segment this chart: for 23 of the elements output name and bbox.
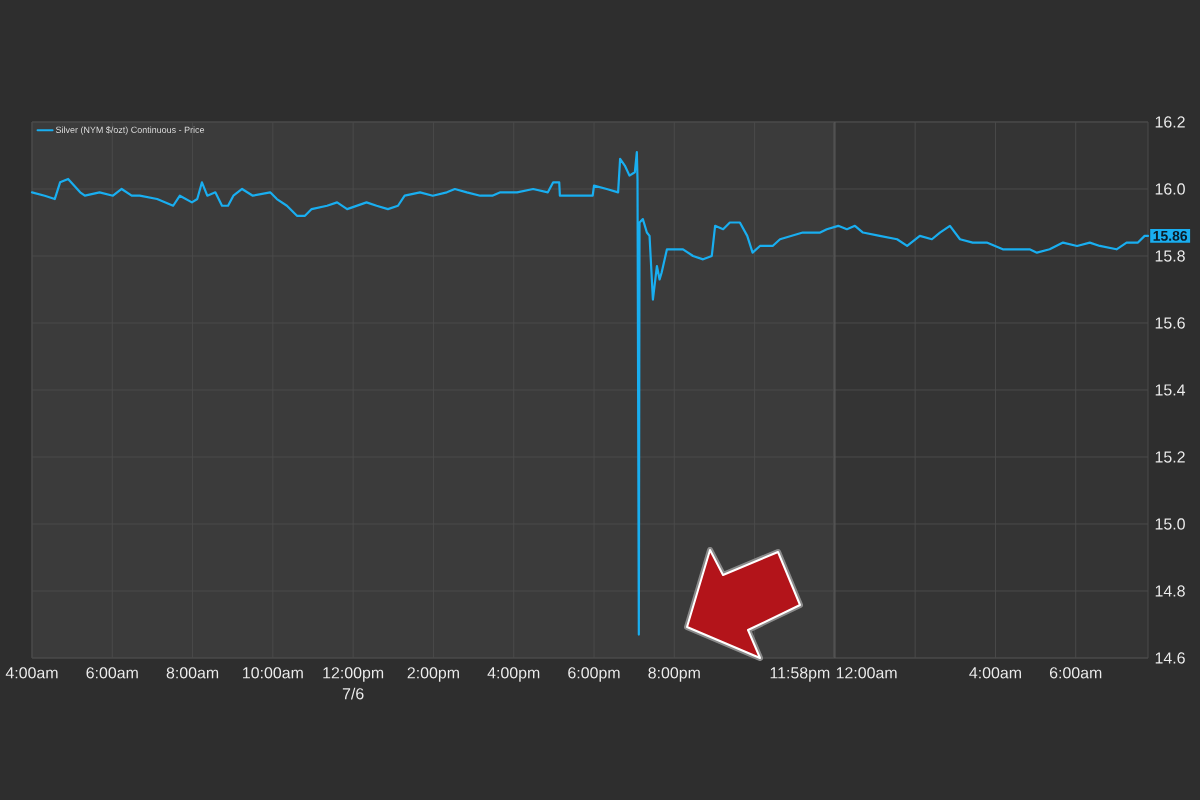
x-tick-label: 2:00pm: [407, 667, 459, 682]
x-tick-label: 4:00pm: [487, 667, 540, 682]
y-tick-label: 14.6: [1155, 652, 1185, 664]
x-tick-label: 11:58pm 12:00am: [770, 667, 897, 682]
y-tick-label: 14.8: [1155, 585, 1185, 597]
annotation: 15.86: [1153, 230, 1188, 241]
y-tick-label: 15.6: [1155, 317, 1185, 329]
y-tick-label: 16.0: [1155, 183, 1185, 195]
y-tick-label: 15.8: [1155, 250, 1185, 262]
x-tick-label: 6:00am: [86, 667, 138, 679]
y-tick-label: 15.0: [1155, 518, 1185, 530]
x-tick-label: 8:00pm: [648, 667, 700, 682]
x-tick-label: 4:00am: [5, 667, 58, 679]
x-tick-label: 6:00am: [1049, 667, 1102, 679]
x-tick-label: 6:00pm: [568, 667, 620, 682]
x-tick-label: 12:00pm 7/6: [323, 667, 384, 700]
y-tick-label: 15.4: [1155, 384, 1186, 396]
y-tick-label: 16.2: [1155, 116, 1185, 128]
y-tick-label: 15.2: [1155, 451, 1185, 463]
x-tick-label: 10:00am: [243, 667, 303, 679]
x-tick-label: 8:00am: [166, 667, 219, 679]
x-tick-label: 4:00am: [969, 667, 1021, 679]
legend-label: Silver (NYM $/ozt) Continuous - Price: [55, 126, 205, 135]
